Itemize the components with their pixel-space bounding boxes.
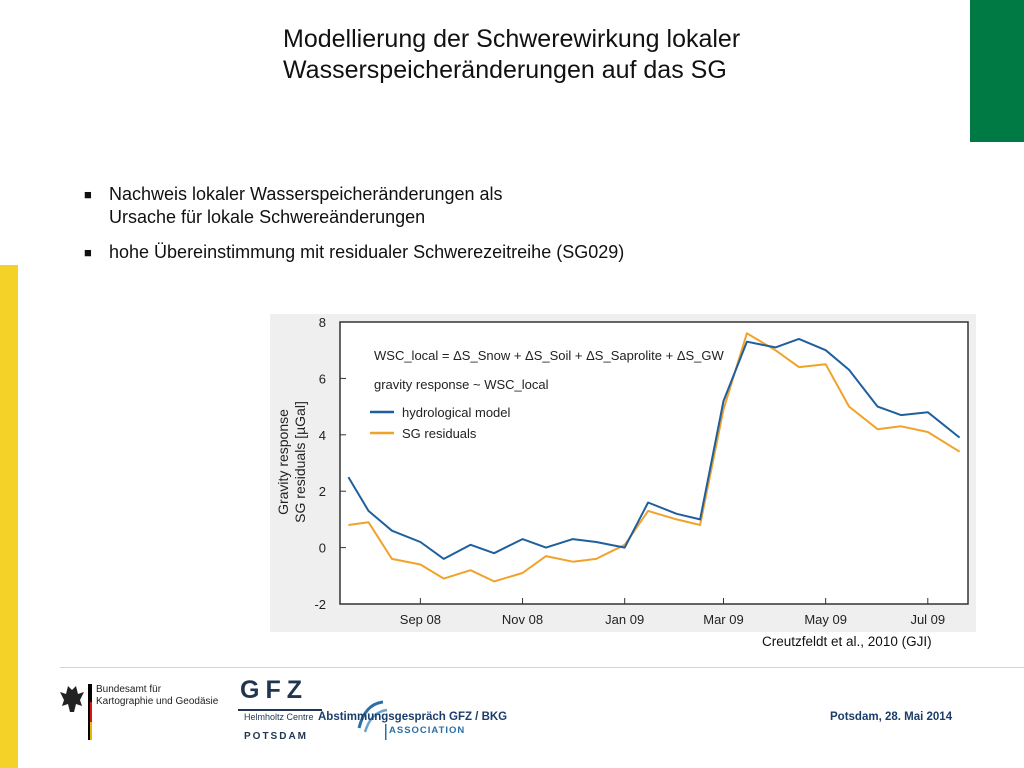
source-citation: Creutzfeldt et al., 2010 (GJI)	[762, 634, 932, 649]
title-line-2: Wasserspeicheränderungen auf das SG	[283, 56, 727, 84]
chart: -2 0 2 4 6 8 Sep 08 Nov 08 Jan 09 Mar 09 May 09 Ju…	[270, 314, 976, 632]
bkg-line1: Bundesamt für	[96, 684, 162, 695]
chart-svg: -2 0 2 4 6 8 Sep 08 Nov 08 Jan 09 Mar 09 May 09 Ju…	[275, 315, 969, 627]
chart-annotation-line1: WSC_local = ΔS_Snow + ΔS_Soil + ΔS_Sapro…	[374, 348, 725, 363]
federal-eagle-icon	[60, 686, 84, 712]
y-tick-label: -2	[314, 597, 326, 612]
bullet-square-icon: ■	[84, 187, 92, 202]
y-axis-label-line1: Gravity response	[275, 409, 291, 515]
plot-area	[339, 321, 969, 605]
bullet-list: ■ Nachweis lokaler Wasserspeicheränderun…	[84, 183, 844, 276]
bullet-square-icon: ■	[84, 245, 92, 260]
bullet-text: hohe Übereinstimmung mit residualer Schw…	[109, 242, 625, 262]
page-title: Modellierung der Schwerewirkung lokaler …	[283, 24, 740, 86]
bkg-logo	[60, 684, 92, 740]
bullet-text: Nachweis lokaler Wasserspeicheränderunge…	[109, 184, 503, 204]
gfz-logo-sub1: Helmholtz Centre	[244, 712, 314, 722]
y-tick-label: 8	[319, 315, 326, 330]
x-tick-label: May 09	[804, 612, 847, 627]
helmholtz-logo-icon	[357, 700, 388, 740]
series-line-hydrological-model	[347, 337, 961, 560]
accent-green-bar	[970, 0, 1024, 142]
helmholtz-association-text: ASSOCIATION	[389, 725, 466, 736]
x-tick-label: Jan 09	[605, 612, 644, 627]
bullet-text: Ursache für lokale Schwereänderungen	[109, 207, 426, 227]
legend-label-sg: SG residuals	[402, 426, 477, 441]
y-tick-label: 0	[319, 541, 326, 556]
x-tick-label: Sep 08	[400, 612, 441, 627]
chart-annotation-line2: gravity response ~ WSC_local	[374, 377, 549, 392]
footer-date: Potsdam, 28. Mai 2014	[830, 711, 953, 723]
bkg-text: Bundesamt für Kartographie und Geodäsie	[96, 684, 218, 708]
bullet-item: ■ hohe Übereinstimmung mit residualer Sc…	[84, 241, 844, 264]
footer-center-text: Abstimmungsgespräch GFZ / BKG	[318, 711, 508, 723]
series-line-sg-residuals	[348, 332, 961, 583]
title-line-1: Modellierung der Schwerewirkung lokaler	[283, 25, 741, 53]
x-tick-label: Nov 08	[502, 612, 543, 627]
y-tick-label: 2	[319, 484, 326, 499]
gfz-logo-word: GFZ	[240, 676, 308, 704]
y-tick-label: 6	[319, 371, 326, 386]
bkg-line2: Kartographie und Geodäsie	[96, 696, 219, 707]
gfz-logo-rule	[238, 709, 322, 711]
gfz-logo-sub2: POTSDAM	[244, 731, 308, 742]
y-tick-label: 4	[319, 428, 326, 443]
footer-divider	[60, 667, 1024, 668]
bullet-item: ■ Nachweis lokaler Wasserspeicheränderun…	[84, 183, 844, 229]
x-tick-label: Jul 09	[910, 612, 945, 627]
legend: hydrological model SG residuals	[370, 405, 511, 441]
y-axis-label-line2: SG residuals [µGal]	[292, 401, 308, 523]
legend-label-hydro: hydrological model	[402, 405, 511, 420]
x-tick-label: Mar 09	[703, 612, 743, 627]
accent-yellow-bar	[0, 265, 18, 768]
